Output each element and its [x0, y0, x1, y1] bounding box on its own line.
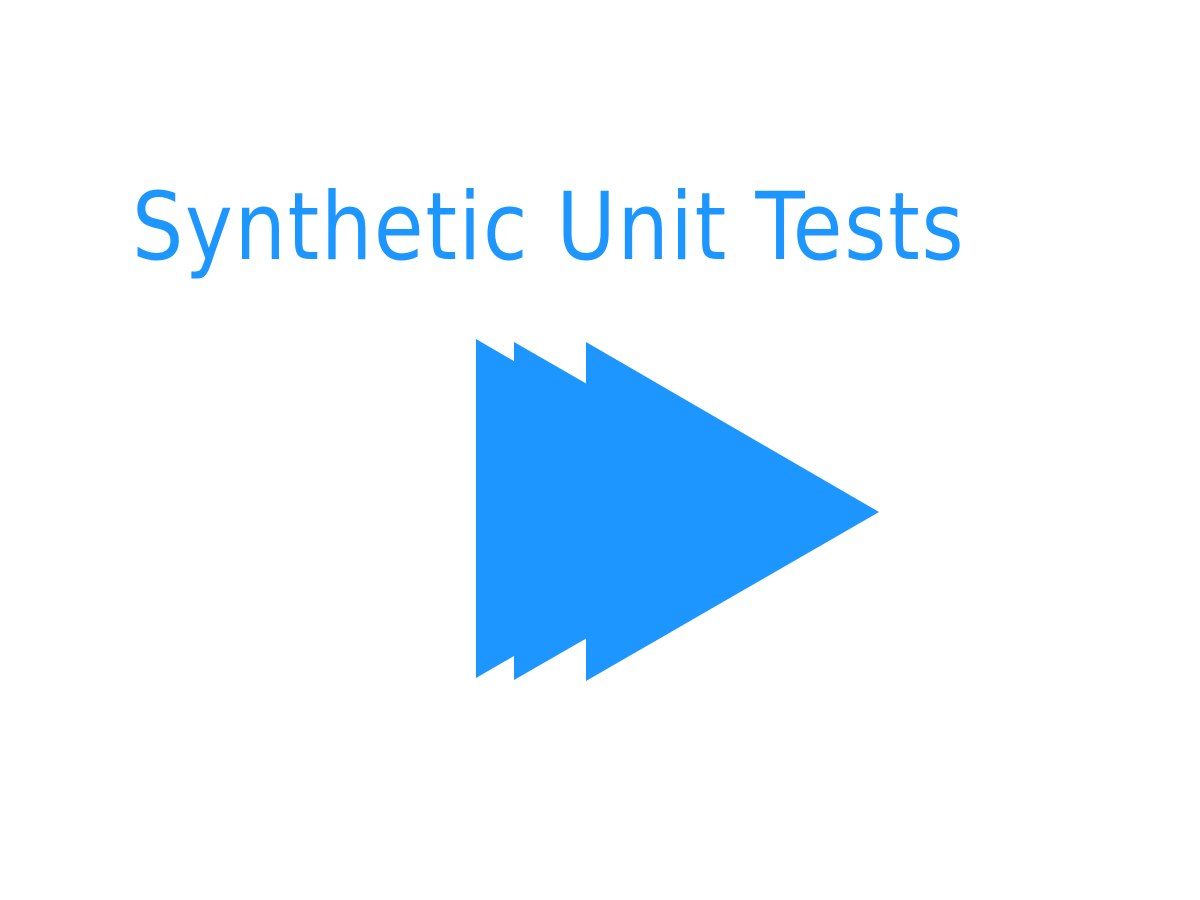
logo-title: Synthetic Unit Tests [132, 173, 966, 282]
play-triangle-front [586, 342, 879, 681]
